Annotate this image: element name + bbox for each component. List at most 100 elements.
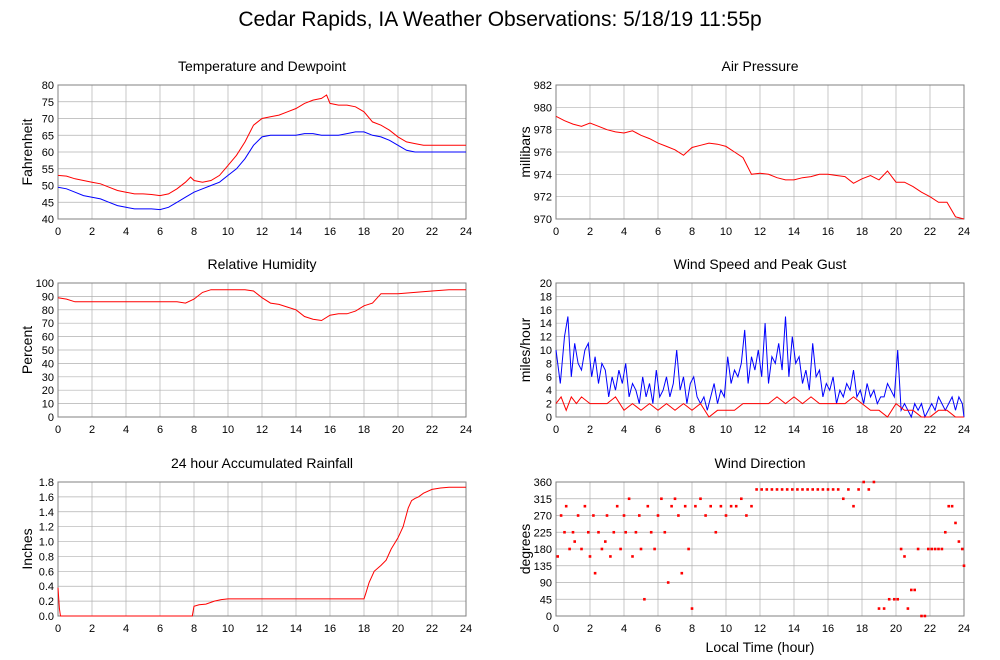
y-tick-label: 90 [42, 291, 54, 303]
data-point [896, 597, 899, 601]
y-tick-label: 14 [540, 318, 552, 330]
data-point [670, 504, 673, 508]
y-tick-label: 270 [534, 511, 552, 523]
data-point [882, 607, 886, 610]
y-tick-label: 50 [42, 345, 54, 357]
data-point [821, 488, 825, 491]
data-point [785, 488, 789, 491]
y-tick-label: 65 [42, 130, 54, 142]
data-point [826, 488, 830, 491]
chart-title: Wind Speed and Peak Gust [674, 256, 847, 272]
data-point [745, 514, 748, 517]
y-tick-label: 60 [42, 147, 54, 159]
data-point [910, 588, 913, 592]
y-axis-label: Percent [19, 326, 35, 374]
x-tick-label: 14 [290, 623, 302, 635]
data-point [694, 504, 697, 508]
data-point [811, 488, 814, 491]
data-point [612, 530, 616, 534]
x-tick-label: 8 [689, 424, 695, 436]
x-tick-label: 12 [754, 623, 766, 635]
data-point [950, 504, 954, 508]
x-tick-label: 12 [754, 226, 766, 238]
y-tick-label: 4 [546, 385, 552, 397]
x-tick-label: 20 [392, 623, 404, 635]
data-point [673, 497, 677, 501]
x-tick-label: 20 [890, 623, 902, 635]
x-tick-label: 0 [55, 623, 61, 635]
data-point [609, 555, 612, 558]
x-tick-label: 6 [157, 424, 163, 436]
data-point [796, 488, 799, 491]
data-point [862, 480, 865, 484]
data-point [816, 488, 820, 491]
data-point [643, 597, 646, 601]
y-tick-label: 45 [42, 197, 54, 209]
data-point [877, 607, 881, 610]
data-point [906, 607, 910, 610]
x-tick-label: 22 [924, 424, 936, 436]
data-point [933, 547, 937, 551]
data-point [622, 514, 626, 517]
data-point [806, 488, 809, 491]
data-point [740, 497, 743, 501]
x-tick-label: 16 [822, 226, 834, 238]
data-point [683, 504, 687, 508]
data-point [638, 514, 641, 517]
y-tick-label: 40 [42, 214, 54, 226]
data-point [957, 540, 961, 543]
data-point [913, 588, 916, 592]
x-tick-label: 24 [958, 226, 970, 238]
data-point [857, 488, 860, 491]
page-title: Cedar Rapids, IA Weather Observations: 5… [238, 8, 762, 31]
y-tick-label: 225 [534, 527, 552, 539]
x-tick-label: 6 [655, 424, 661, 436]
data-point [852, 504, 855, 508]
data-point [734, 504, 738, 508]
data-point [893, 597, 896, 601]
plot-frame [555, 84, 965, 220]
data-point [961, 547, 964, 551]
y-tick-label: 1.0 [39, 537, 54, 549]
x-tick-label: 20 [392, 226, 404, 238]
y-tick-label: 0.6 [39, 566, 54, 578]
data-point [954, 521, 957, 525]
data-point [593, 571, 597, 575]
x-tick-label: 20 [890, 226, 902, 238]
x-tick-label: 12 [256, 424, 268, 436]
y-tick-label: 1.6 [39, 492, 54, 504]
x-tick-label: 16 [324, 424, 336, 436]
x-tick-label: 10 [222, 623, 234, 635]
data-point [831, 488, 835, 491]
x-tick-label: 22 [924, 226, 936, 238]
data-point [836, 488, 840, 491]
x-tick-label: 24 [958, 424, 970, 436]
data-point [867, 488, 871, 491]
x-tick-label: 6 [157, 226, 163, 238]
x-tick-label: 22 [426, 424, 438, 436]
x-tick-label: 0 [55, 424, 61, 436]
data-point [680, 571, 684, 575]
x-tick-label: 0 [553, 226, 559, 238]
data-point [559, 514, 563, 517]
x-tick-label: 10 [222, 424, 234, 436]
data-point [944, 530, 947, 534]
x-tick-label: 16 [822, 424, 834, 436]
x-tick-label: 14 [788, 424, 800, 436]
data-point [923, 614, 927, 618]
x-tick-label: 2 [89, 424, 95, 436]
y-tick-label: 70 [42, 318, 54, 330]
data-point [656, 514, 660, 517]
y-tick-label: 75 [42, 97, 54, 109]
y-tick-label: 982 [534, 80, 552, 92]
x-tick-label: 22 [426, 226, 438, 238]
y-tick-label: 55 [42, 164, 54, 176]
y-tick-label: 60 [42, 332, 54, 344]
chart-title: Wind Direction [714, 455, 805, 471]
data-point [660, 497, 663, 501]
